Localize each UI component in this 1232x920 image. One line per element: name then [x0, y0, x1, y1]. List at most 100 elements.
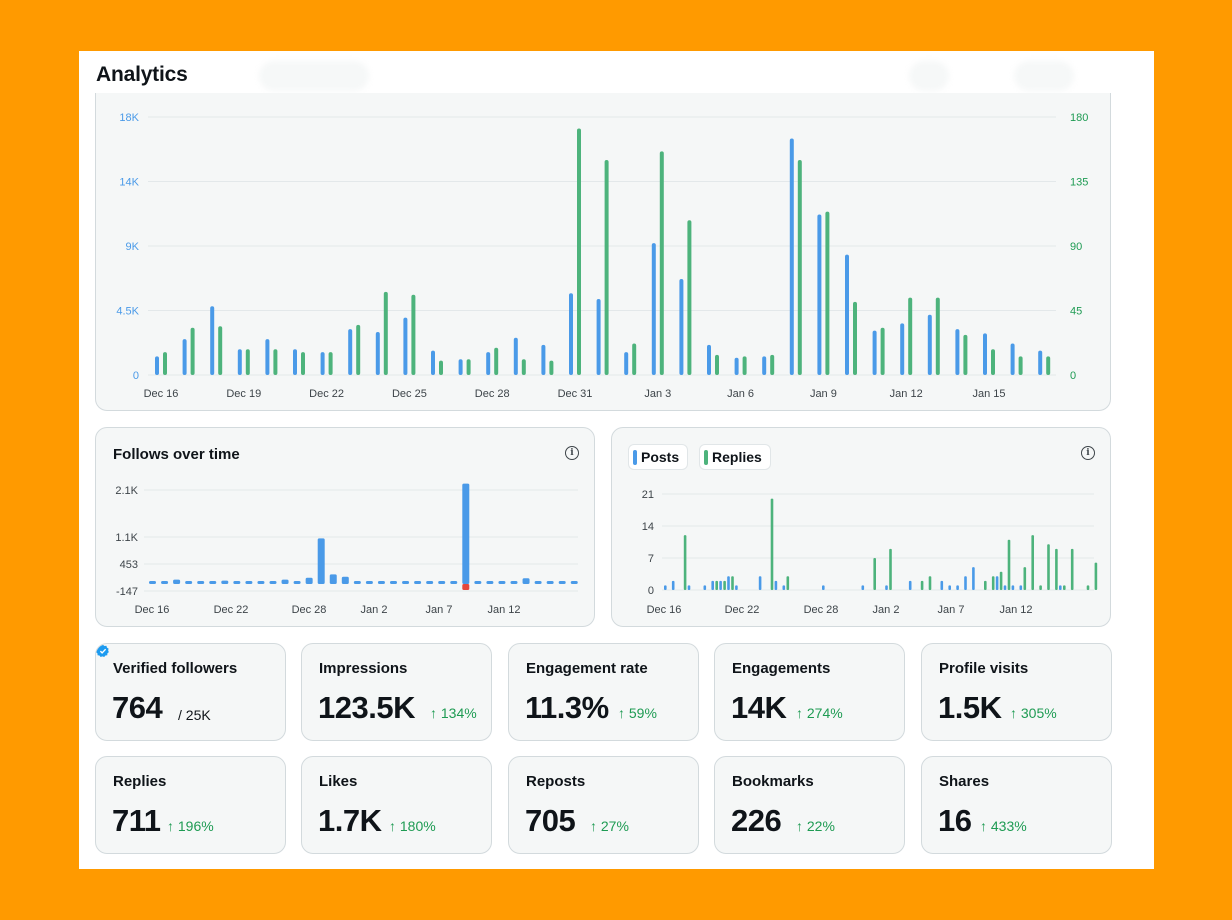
stat-card-profile-visits: Profile visits 1.5K ↑ 305%: [921, 643, 1112, 741]
follows-bar: [534, 581, 542, 584]
y-right-tick-label: 0: [1070, 370, 1076, 382]
posts-bar: [458, 359, 463, 375]
replies-bar: [245, 349, 250, 375]
x-tick-label: Dec 28: [292, 604, 327, 616]
impressions-chart: 0 0 4.5K 45 9K 90 14K 135 18K 180 Dec 16 Dec 19 Dec …: [116, 112, 1088, 400]
legend-replies[interactable]: Replies: [699, 444, 771, 470]
x-tick-label: Jan 7: [426, 604, 453, 616]
blurred-header-control-2[interactable]: [1014, 61, 1074, 91]
stat-label: Profile visits: [939, 660, 1029, 677]
x-tick-label: Jan 2: [361, 604, 388, 616]
posts-bar: [908, 580, 912, 590]
replies-bar: [797, 160, 802, 375]
posts-bar: [845, 254, 849, 375]
legend-posts[interactable]: Posts: [628, 444, 689, 470]
y-left-tick-label: 0: [133, 370, 139, 382]
replies-bar: [1031, 535, 1034, 590]
posts-bar: [956, 585, 959, 590]
stat-label: Impressions: [319, 660, 408, 677]
posts-bar: [703, 585, 707, 590]
posts-bar: [872, 330, 877, 375]
posts-bar: [711, 580, 714, 590]
posts-bar: [679, 278, 684, 375]
follows-bar: [474, 581, 482, 584]
follows-bar: [173, 579, 181, 584]
replies-swatch: [704, 450, 708, 465]
posts-bar: [861, 585, 865, 590]
y-right-tick-label: 90: [1070, 241, 1082, 253]
y-right-tick-label: 180: [1070, 112, 1088, 124]
x-tick-label: Jan 12: [487, 604, 520, 616]
follows-bar: [414, 581, 422, 584]
legend-replies-label: Replies: [712, 449, 762, 465]
stat-value: 1.7K: [318, 803, 382, 838]
posts-bar: [265, 339, 270, 375]
follows-bar: [365, 581, 373, 584]
stat-value: 764: [112, 690, 163, 725]
stat-delta: ↑ 433%: [980, 818, 1027, 834]
stat-delta: ↑ 59%: [618, 705, 657, 721]
y-tick-label: 1.1K: [115, 532, 138, 544]
follows-bar: [185, 581, 193, 584]
posts-bar: [596, 299, 601, 375]
info-icon[interactable]: i: [565, 446, 579, 460]
follows-bar: [510, 581, 518, 584]
replies-bar: [1063, 585, 1066, 590]
posts-bar: [940, 580, 944, 590]
follows-bar: [570, 581, 578, 584]
replies-bar: [1070, 548, 1074, 590]
replies-bar: [301, 352, 305, 375]
stat-card-bookmarks: Bookmarks 226 ↑ 22%: [714, 756, 905, 854]
unfollows-bar: [462, 584, 470, 590]
stat-label: Bookmarks: [732, 773, 814, 790]
x-tick-label: Jan 3: [644, 388, 671, 400]
follows-bar: [462, 483, 470, 584]
posts-bar: [320, 352, 325, 375]
blurred-header-control[interactable]: [909, 61, 949, 91]
x-tick-label: Dec 25: [392, 388, 427, 400]
replies-bar: [928, 576, 932, 590]
follows-bar: [426, 581, 434, 584]
x-tick-label: Dec 19: [226, 388, 261, 400]
stat-card-likes: Likes 1.7K ↑ 180%: [301, 756, 492, 854]
posts-bar: [403, 317, 408, 375]
y-left-tick-label: 14K: [119, 177, 139, 189]
analytics-panel: Analytics 0 0 4.5K 45 9K 90 14K 135 18K 180 Dec 16…: [79, 51, 1154, 869]
follows-bar: [353, 581, 361, 584]
stat-value: 705: [525, 803, 576, 838]
replies-bar: [889, 548, 892, 590]
replies-bar: [1046, 356, 1051, 375]
stat-card-engagement-rate: Engagement rate 11.3% ↑ 59%: [508, 643, 699, 741]
info-icon[interactable]: i: [1081, 446, 1095, 460]
posts-bar: [822, 585, 825, 590]
follows-bar: [450, 581, 458, 584]
replies-bar: [356, 324, 361, 375]
posts-bar: [964, 576, 967, 590]
page-header: Analytics: [79, 51, 1154, 101]
posts-bar: [1019, 585, 1023, 590]
stat-card-engagements: Engagements 14K ↑ 274%: [714, 643, 905, 741]
posts-bar: [155, 356, 159, 375]
posts-bar: [486, 352, 491, 375]
replies-bar: [328, 352, 333, 375]
x-tick-label: Jan 9: [810, 388, 837, 400]
follows-bar: [221, 580, 229, 584]
stat-value: 14K: [731, 690, 787, 725]
posts-bar: [671, 580, 675, 590]
stat-label: Reposts: [526, 773, 586, 790]
stat-delta: ↑ 134%: [430, 705, 477, 721]
replies-bar: [770, 354, 775, 375]
replies-bar: [873, 558, 876, 590]
follows-bar: [257, 581, 265, 584]
stat-label: Shares: [939, 773, 990, 790]
posts-bar: [719, 580, 722, 590]
posts-bar: [237, 349, 242, 375]
stat-label: Verified followers: [113, 660, 238, 677]
blurred-date-range-control[interactable]: [259, 61, 369, 91]
posts-bar: [900, 323, 905, 375]
y-tick-label: 453: [120, 559, 138, 571]
stat-card-replies: Replies 711 ↑ 196%: [95, 756, 286, 854]
follows-bar: [233, 581, 241, 584]
replies-bar: [604, 160, 609, 375]
posts-bar: [1038, 350, 1043, 375]
